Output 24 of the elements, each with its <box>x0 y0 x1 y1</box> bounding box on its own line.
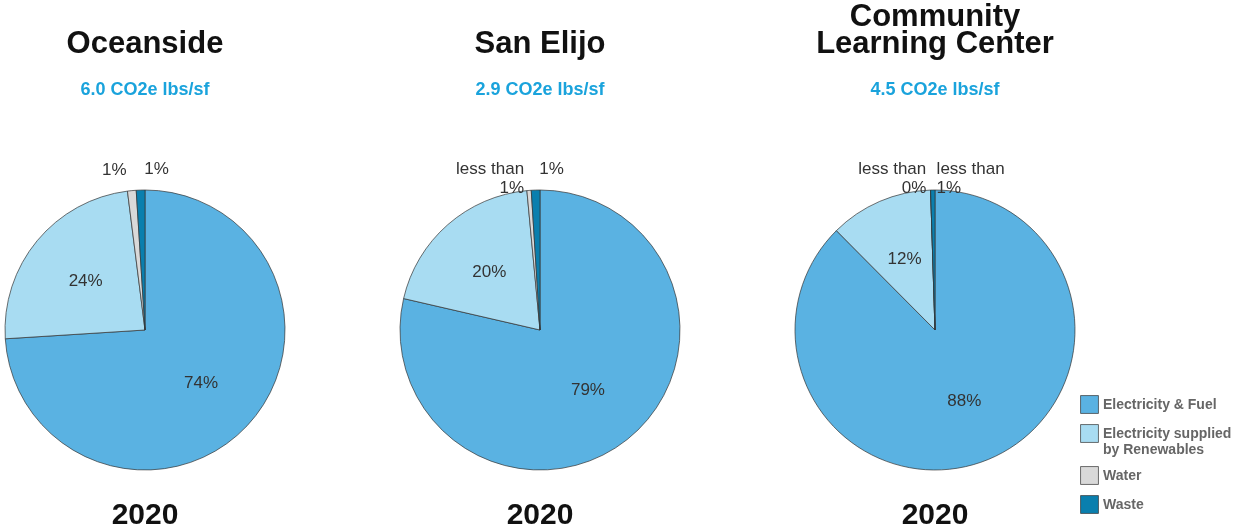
legend-label: Electricity supplied by Renewables <box>1103 424 1232 457</box>
data-label: 88% <box>947 391 982 411</box>
data-label: 20% <box>472 262 507 282</box>
pie-slice <box>4 189 286 471</box>
chart-title: Oceanside <box>66 25 224 60</box>
data-label: 24% <box>68 270 103 290</box>
legend-label: Water <box>1103 466 1142 483</box>
legend-label: Electricity & Fuel <box>1103 395 1217 412</box>
data-label: 79% <box>570 380 605 400</box>
chart-subtitle: 2.9 CO2e lbs/sf <box>475 79 606 99</box>
chart-title: San Elijo <box>474 25 606 60</box>
chart-subtitle: 6.0 CO2e lbs/sf <box>80 79 211 99</box>
chart-subtitle: 4.5 CO2e lbs/sf <box>870 79 1001 99</box>
data-label: less than 1% <box>456 159 525 198</box>
text: 2020 <box>111 497 179 530</box>
text: 2020 <box>901 497 969 530</box>
chart-title: Community Learning Center <box>816 0 1054 60</box>
data-label: 12% <box>887 249 922 269</box>
data-label: 1% <box>539 159 564 179</box>
data-label: 74% <box>184 372 219 392</box>
data-label: 1% <box>102 159 127 179</box>
text: 2020 <box>506 497 574 530</box>
data-label: 1% <box>144 159 169 179</box>
legend-label: Waste <box>1103 495 1144 512</box>
